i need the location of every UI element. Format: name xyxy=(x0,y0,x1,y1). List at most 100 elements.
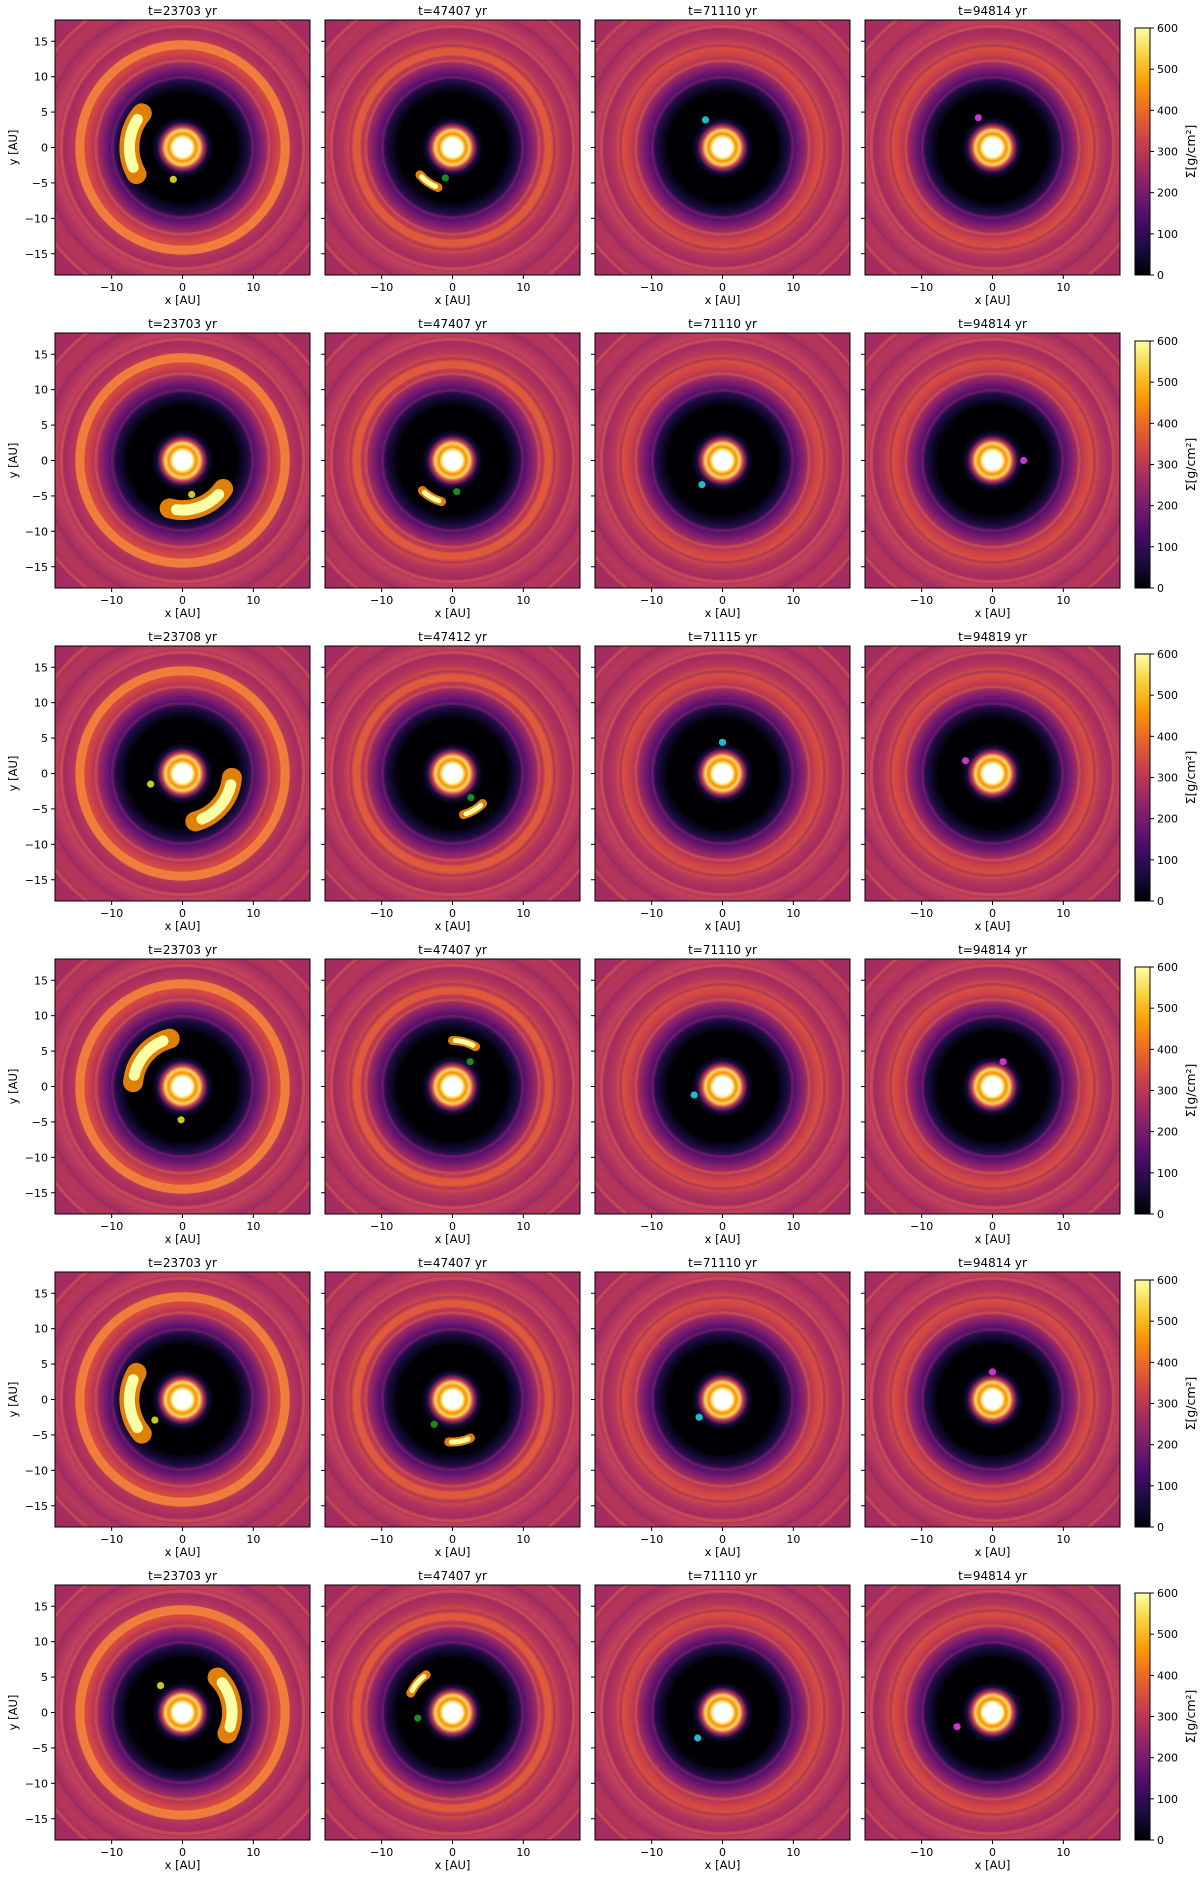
planet-marker xyxy=(151,1416,159,1424)
x-tick-label: 10 xyxy=(786,281,800,294)
star-hole xyxy=(173,764,192,783)
colorbar-tick-label: 200 xyxy=(1157,1126,1178,1139)
x-tick-label: 0 xyxy=(989,1533,996,1546)
y-tick-label: 15 xyxy=(34,1600,48,1613)
x-tick-label: −10 xyxy=(910,594,933,607)
panel-r2-c0: t=23708 yr −10 0 10 x [AU] −15 −10 −5 0 5 10 15 y [A… xyxy=(6,630,311,933)
y-tick-label: −15 xyxy=(25,561,48,574)
panel-title: t=23703 yr xyxy=(148,1256,217,1270)
y-tick-label: −5 xyxy=(32,1116,48,1129)
y-tick-label: 10 xyxy=(34,1323,48,1336)
vortex-crescent-core xyxy=(123,113,143,173)
y-axis-label: y [AU] xyxy=(6,443,20,479)
y-tick-label: −10 xyxy=(25,838,48,851)
x-tick-label: 0 xyxy=(179,594,186,607)
x-tick-label: 10 xyxy=(1056,1533,1070,1546)
star-hole xyxy=(713,138,732,157)
planet-marker xyxy=(999,1058,1007,1066)
x-tick-label: 10 xyxy=(1056,1220,1070,1233)
panel-title: t=71110 yr xyxy=(688,943,757,957)
y-tick-label: 10 xyxy=(34,697,48,710)
panel-title: t=94814 yr xyxy=(958,4,1027,18)
x-tick-label: 0 xyxy=(989,281,996,294)
panel-r3-c3: t=94814 yr −10 0 10 x [AU] xyxy=(861,943,1121,1246)
colorbar-ramp xyxy=(1134,27,1151,276)
x-tick-label: 0 xyxy=(179,907,186,920)
y-tick-label: 10 xyxy=(34,1010,48,1023)
colorbar-label: Σ[g/cm²] xyxy=(1183,1690,1198,1744)
colorbar-ramp xyxy=(1134,1592,1151,1841)
x-tick-label: −10 xyxy=(640,594,663,607)
panel-r0-c3: t=94814 yr −10 0 10 x [AU] xyxy=(861,4,1121,307)
y-tick-label: 15 xyxy=(34,974,48,987)
x-tick-label: 10 xyxy=(246,1220,260,1233)
x-tick-label: 0 xyxy=(449,1220,456,1233)
colorbar-label: Σ[g/cm²] xyxy=(1183,751,1198,805)
colorbar-tick-label: 500 xyxy=(1157,1628,1178,1641)
colorbar-tick-label: 400 xyxy=(1157,730,1178,743)
y-tick-label: 0 xyxy=(41,1394,48,1407)
x-axis-label: x [AU] xyxy=(705,1858,741,1872)
x-axis-label: x [AU] xyxy=(705,293,741,307)
panel-title: t=23708 yr xyxy=(148,630,217,644)
star-hole xyxy=(713,1077,732,1096)
x-axis-label: x [AU] xyxy=(975,1232,1011,1246)
y-axis-label: y [AU] xyxy=(6,1695,20,1731)
y-tick-label: −5 xyxy=(32,1742,48,1755)
planet-marker xyxy=(177,1116,185,1124)
star-hole xyxy=(983,1077,1002,1096)
x-tick-label: 0 xyxy=(449,1533,456,1546)
panel-r1-c1: t=47407 yr −10 0 10 x [AU] xyxy=(321,317,581,620)
star-hole xyxy=(983,764,1002,783)
y-tick-label: 0 xyxy=(41,455,48,468)
x-tick-label: 10 xyxy=(516,1220,530,1233)
panel-title: t=94814 yr xyxy=(958,1256,1027,1270)
panel-r1-c2: t=71110 yr −10 0 10 x [AU] xyxy=(591,317,851,620)
panel-r5-c0: t=23703 yr −10 0 10 x [AU] −15 −10 −5 0 5 10 15 y [A… xyxy=(6,1569,311,1872)
x-tick-label: 0 xyxy=(719,594,726,607)
x-tick-label: 0 xyxy=(449,281,456,294)
x-tick-label: −10 xyxy=(370,1533,393,1546)
colorbar-ramp xyxy=(1134,966,1151,1215)
y-tick-label: 5 xyxy=(41,1358,48,1371)
x-axis-label: x [AU] xyxy=(435,1858,471,1872)
x-axis-label: x [AU] xyxy=(165,1232,201,1246)
x-tick-label: 10 xyxy=(786,594,800,607)
colorbar-r5: 0 100 200 300 400 500 600 Σ[g/cm²] xyxy=(1134,1587,1198,1847)
colorbar-tick-label: 300 xyxy=(1157,459,1178,472)
x-axis-label: x [AU] xyxy=(165,919,201,933)
panel-title: t=23703 yr xyxy=(148,4,217,18)
colorbar-r4: 0 100 200 300 400 500 600 Σ[g/cm²] xyxy=(1134,1274,1198,1534)
x-tick-label: −10 xyxy=(910,281,933,294)
x-tick-label: 0 xyxy=(449,594,456,607)
x-tick-label: −10 xyxy=(910,1533,933,1546)
x-axis-label: x [AU] xyxy=(435,606,471,620)
vortex-crescent-core xyxy=(421,489,442,504)
colorbar-tick-label: 0 xyxy=(1157,895,1164,908)
x-tick-label: 0 xyxy=(179,1533,186,1546)
colorbar-tick-label: 0 xyxy=(1157,269,1164,282)
x-tick-label: 0 xyxy=(989,907,996,920)
x-tick-label: 0 xyxy=(179,281,186,294)
x-axis-label: x [AU] xyxy=(165,293,201,307)
vortex-crescent-core xyxy=(448,1436,471,1445)
planet-marker xyxy=(690,1091,698,1099)
x-tick-label: 10 xyxy=(786,1533,800,1546)
colorbar-tick-label: 100 xyxy=(1157,1793,1178,1806)
x-axis-label: x [AU] xyxy=(435,1545,471,1559)
x-axis-label: x [AU] xyxy=(705,1232,741,1246)
x-tick-label: 10 xyxy=(1056,594,1070,607)
x-tick-label: 10 xyxy=(246,907,260,920)
star-hole xyxy=(443,138,462,157)
x-tick-label: 10 xyxy=(516,1533,530,1546)
colorbar-tick-label: 300 xyxy=(1157,1711,1178,1724)
panel-r3-c0: t=23703 yr −10 0 10 x [AU] −15 −10 −5 0 5 10 15 y [A… xyxy=(6,943,311,1246)
y-axis-label: y [AU] xyxy=(6,130,20,166)
x-tick-label: −10 xyxy=(370,594,393,607)
x-axis-label: x [AU] xyxy=(435,1232,471,1246)
colorbar-tick-label: 200 xyxy=(1157,1439,1178,1452)
panel-r3-c2: t=71110 yr −10 0 10 x [AU] xyxy=(591,943,851,1246)
panel-r0-c2: t=71110 yr −10 0 10 x [AU] xyxy=(591,4,851,307)
vortex-crescent-core xyxy=(409,1673,427,1694)
